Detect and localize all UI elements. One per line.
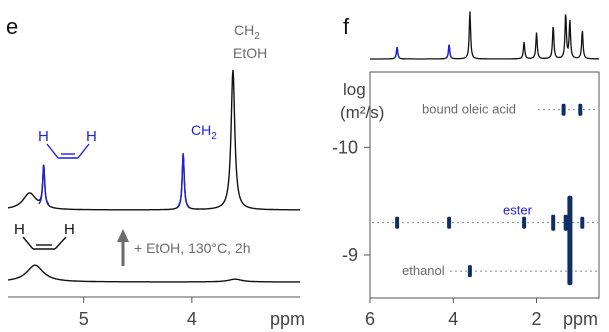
vinyl-h-right: H [86, 128, 97, 145]
vinyl-bond-right-lower [54, 236, 67, 250]
vinyl-h-left-lower: H [14, 221, 25, 238]
bound-oleic-acid-cross-peak [578, 103, 583, 116]
x-tick-label-4: 4 [448, 309, 458, 329]
projection-ch2-peak [445, 44, 453, 59]
upper-spectrum-vinyl-peak [38, 166, 50, 205]
ester-cross-peak [395, 216, 400, 229]
ester-label: ester [503, 203, 533, 218]
vinyl-h-left: H [38, 128, 49, 145]
x-tick-label-6: 6 [365, 309, 375, 329]
vinyl-bond-left-lower [22, 236, 34, 250]
cis-vinyl-structure-black: H H [14, 221, 75, 250]
ethanol-label: ethanol [402, 263, 445, 278]
lower-spectrum-line [7, 264, 300, 283]
ester-cross-peak [563, 214, 568, 231]
x-tick-label-5: 5 [79, 309, 89, 329]
etoh-label: EtOH [233, 45, 267, 61]
arrow-head [117, 229, 129, 242]
projection-spectrum-line [370, 11, 599, 60]
cis-vinyl-structure-blue: H H [38, 128, 97, 159]
reaction-arrow: + EtOH, 130°C, 2h [117, 229, 251, 266]
y-tick-label-neg9: -9 [342, 245, 358, 265]
ester-cross-peak [551, 214, 556, 231]
ester-cross-peak [580, 216, 585, 229]
y-axis-label: log [343, 80, 366, 99]
reaction-conditions: + EtOH, 130°C, 2h [134, 240, 251, 256]
ch2-etoh-annotation: CH2 EtOH [233, 22, 267, 61]
bound-oleic-acid-label: bound oleic acid [422, 102, 516, 117]
ethanol-methyl-streak [567, 195, 573, 286]
x-axis-label-f: ppm [563, 309, 598, 329]
ester-cross-peak [447, 216, 452, 229]
upper-spectrum-ch2-peak [176, 152, 190, 208]
panel-e: e 5 4 ppm CH2 EtOH CH2 H H [6, 14, 305, 329]
ch2-ester-label: CH2 [191, 122, 217, 142]
dosy-plot-frame [369, 71, 600, 299]
vinyl-h-right-lower: H [64, 221, 75, 238]
bound-oleic-acid-cross-peak [561, 103, 566, 116]
x-tick-label-2: 2 [532, 309, 542, 329]
dosy-points [395, 103, 585, 286]
x-axis-label-e: ppm [270, 309, 305, 329]
vinyl-bond-right [77, 143, 90, 159]
ethanol-cross-peak [467, 265, 472, 278]
upper-spectrum-line [7, 69, 300, 211]
panel-f: f log (m²/s) -10 -9 6 4 2 ppm bound olei… [332, 11, 600, 329]
projection-vinyl-peak [393, 46, 401, 59]
ch2-etoh-label: CH2 [234, 22, 260, 42]
panel-letter-e: e [6, 14, 18, 39]
x-tick-label-4: 4 [187, 309, 197, 329]
ester-cross-peak [522, 216, 527, 229]
panel-letter-f: f [343, 14, 350, 39]
y-tick-label-neg10: -10 [332, 137, 358, 157]
vinyl-bond-left [46, 143, 59, 159]
y-axis-unit: (m²/s) [340, 103, 384, 122]
